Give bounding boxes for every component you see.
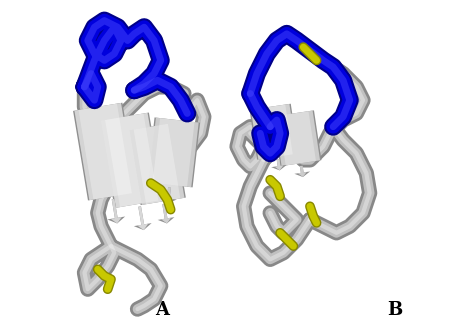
Text: A: A [155, 301, 169, 319]
Text: B: B [387, 301, 402, 319]
